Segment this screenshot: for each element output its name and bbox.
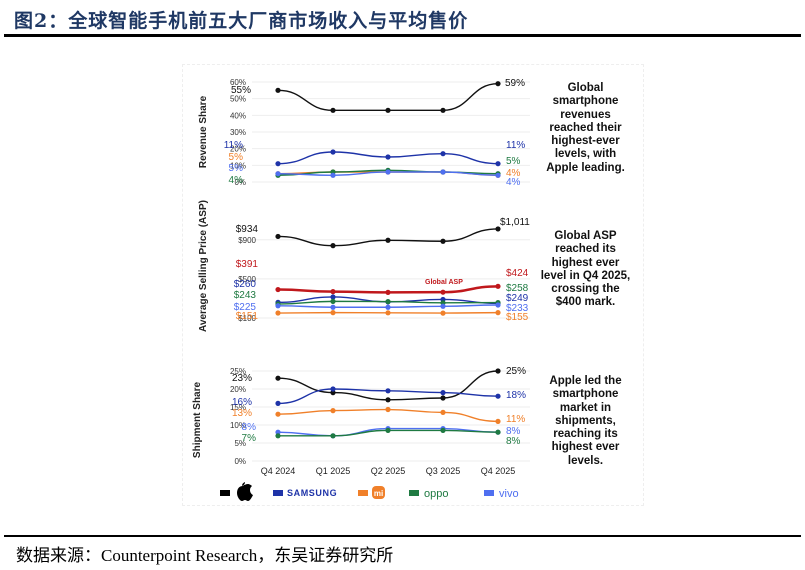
svg-text:$391: $391 (236, 259, 259, 270)
svg-text:8%: 8% (506, 436, 521, 447)
svg-text:4%: 4% (229, 175, 244, 186)
svg-text:25%: 25% (506, 366, 526, 377)
svg-text:4%: 4% (506, 168, 521, 179)
svg-text:$934: $934 (236, 224, 259, 235)
plots: 0%10%20%30%40%50%60%55%59%11% 11%5%4%4%5%… (224, 78, 531, 476)
svg-text:55%: 55% (231, 85, 251, 96)
top-rule (4, 34, 801, 37)
svg-text:Q4 2024: Q4 2024 (261, 466, 296, 476)
svg-text:5%: 5% (229, 152, 244, 163)
svg-text:$1,011: $1,011 (500, 217, 530, 228)
svg-text:8%: 8% (242, 422, 257, 433)
svg-text:7%: 7% (242, 433, 257, 444)
svg-text:Global ASP: Global ASP (425, 279, 463, 286)
svg-text:4%: 4% (506, 177, 521, 188)
asp-ylabel: Average Selling Price (ASP) (198, 200, 209, 332)
svg-text:$233: $233 (506, 303, 529, 314)
asp-note: Global ASP reached its highest ever leve… (540, 230, 631, 309)
source-note: 数据来源：Counterpoint Research，东吴证券研究所 (16, 546, 394, 565)
svg-text:5%: 5% (234, 439, 246, 448)
svg-text:40%: 40% (230, 111, 246, 120)
svg-text:$500: $500 (238, 275, 256, 284)
svg-text:20%: 20% (230, 385, 246, 394)
svg-text:$225: $225 (234, 302, 257, 313)
svg-text:23%: 23% (232, 373, 252, 384)
svg-text:30%: 30% (230, 128, 246, 137)
svg-text:50%: 50% (230, 95, 246, 104)
svg-text:Q3 2025: Q3 2025 (426, 466, 461, 476)
svg-text:10%: 10% (230, 161, 246, 170)
svg-text:0%: 0% (234, 178, 246, 187)
svg-text:11%: 11% (224, 140, 243, 151)
svg-text:$258: $258 (506, 283, 529, 294)
svg-text:20%: 20% (230, 145, 246, 154)
svg-text:$249: $249 (506, 293, 529, 304)
chart-frame (182, 64, 644, 506)
svg-text:$155: $155 (506, 312, 529, 323)
bottom-rule (4, 535, 801, 537)
shipment-note: Apple led the smartphone market in shipm… (549, 375, 622, 467)
svg-text:11%: 11% (506, 414, 525, 425)
svg-text:13%: 13% (232, 408, 252, 419)
revenue-ylabel: Revenue Share (198, 95, 209, 168)
svg-text:10%: 10% (230, 421, 246, 430)
svg-text:8%: 8% (506, 426, 521, 437)
svg-text:25%: 25% (230, 367, 246, 376)
svg-text:Q1 2025: Q1 2025 (316, 466, 351, 476)
svg-text:15%: 15% (230, 403, 246, 412)
svg-text:0%: 0% (234, 457, 246, 466)
figure-title: 图2：全球智能手机前五大厂商市场收入与平均售价 (14, 10, 469, 32)
svg-text:11%: 11% (506, 140, 525, 151)
svg-text:$100: $100 (238, 314, 256, 323)
svg-text:Q2 2025: Q2 2025 (371, 466, 406, 476)
revenue-note: Global smartphone revenues reached their… (546, 82, 625, 174)
svg-text:$424: $424 (506, 268, 529, 279)
svg-text:60%: 60% (230, 78, 246, 87)
svg-text:5%: 5% (229, 163, 244, 174)
svg-text:$260: $260 (234, 279, 257, 290)
svg-text:$900: $900 (238, 236, 256, 245)
svg-text:5%: 5% (506, 156, 521, 167)
svg-text:$243: $243 (234, 290, 257, 301)
svg-text:59%: 59% (505, 78, 525, 89)
svg-text:$151: $151 (236, 311, 259, 322)
svg-text:16%: 16% (232, 397, 252, 408)
svg-text:Q4 2025: Q4 2025 (481, 466, 516, 476)
shipment-ylabel: Shipment Share (192, 382, 203, 459)
svg-text:18%: 18% (506, 390, 526, 401)
